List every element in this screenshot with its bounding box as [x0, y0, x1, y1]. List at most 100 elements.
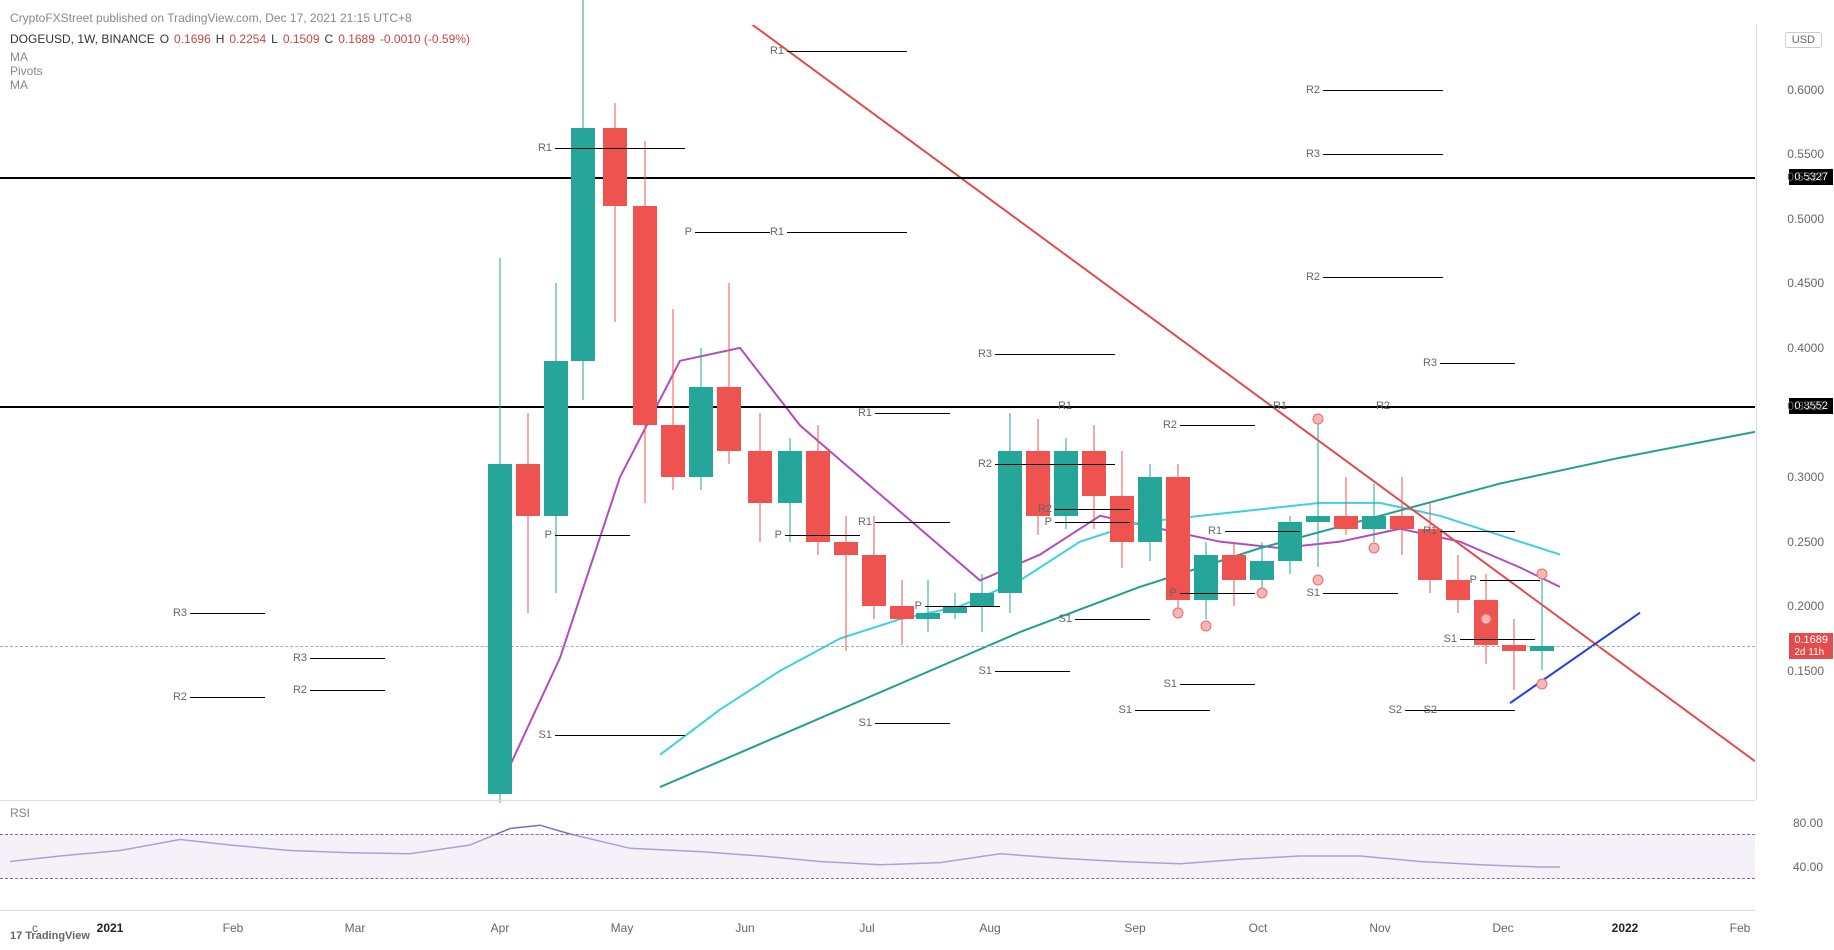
- pivot-line: [787, 51, 907, 52]
- pivot-label: S1: [859, 717, 875, 729]
- pivot-line: [995, 671, 1070, 672]
- pivot-label: R2: [1376, 400, 1393, 412]
- candle[interactable]: [488, 25, 512, 800]
- pivot-label: S1: [1119, 704, 1135, 716]
- price-tick: 0.1500: [1787, 664, 1824, 678]
- candle[interactable]: [806, 25, 830, 800]
- pivot-line: [1393, 406, 1468, 407]
- pivot-label: S1: [1059, 613, 1075, 625]
- pivot-line: [1135, 710, 1210, 711]
- tradingview-logo[interactable]: 17 TradingView: [10, 930, 90, 942]
- candle[interactable]: [1502, 25, 1526, 800]
- signal-dot: [1313, 575, 1324, 586]
- pivot-line: [875, 413, 950, 414]
- candle[interactable]: [1362, 25, 1386, 800]
- pivot-line: [995, 354, 1115, 355]
- pivot-line: [1323, 90, 1443, 91]
- time-tick: May: [611, 921, 634, 935]
- signal-dot: [1257, 588, 1268, 599]
- pivot-line: [995, 464, 1115, 465]
- tv-icon: 17: [10, 930, 22, 942]
- pivot-line: [190, 697, 265, 698]
- time-tick: Jul: [859, 921, 874, 935]
- pivot-label: R1: [770, 45, 787, 57]
- price-tick: 0.6000: [1787, 83, 1824, 97]
- pivot-line: [555, 535, 630, 536]
- time-tick: Mar: [345, 921, 366, 935]
- pivot-label: R2: [978, 458, 995, 470]
- price-tick: 0.4000: [1787, 341, 1824, 355]
- time-tick: Feb: [1730, 921, 1751, 935]
- signal-dot: [1313, 413, 1324, 424]
- pivot-label: P: [685, 226, 695, 238]
- pivot-label: S1: [1307, 587, 1323, 599]
- pivot-line: [1440, 710, 1515, 711]
- candle[interactable]: [778, 25, 802, 800]
- pivot-label: R1: [858, 516, 875, 528]
- pivot-line: [1440, 531, 1515, 532]
- pivot-line: [1460, 639, 1535, 640]
- candle[interactable]: [1082, 25, 1106, 800]
- pivot-line: [1180, 684, 1255, 685]
- candle[interactable]: [1054, 25, 1078, 800]
- pivot-label: R2: [1163, 419, 1180, 431]
- candle[interactable]: [834, 25, 858, 800]
- candle[interactable]: [661, 25, 685, 800]
- pivot-label: P: [1170, 587, 1180, 599]
- candle[interactable]: [1026, 25, 1050, 800]
- pivot-line: [555, 735, 685, 736]
- candle[interactable]: [998, 25, 1022, 800]
- candle[interactable]: [970, 25, 994, 800]
- rsi-panel[interactable]: RSI 40.0080.00: [0, 800, 1755, 910]
- price-scale[interactable]: 0.15000.20000.25000.30000.35520.40000.45…: [1756, 25, 1834, 800]
- pivot-label: S1: [1444, 633, 1460, 645]
- pivot-label: R1: [770, 226, 787, 238]
- pivot-line: [1225, 531, 1300, 532]
- time-axis[interactable]: c2021FebMarAprMayJunJulAugSepOctNovDec20…: [0, 910, 1755, 950]
- pivot-label: R1: [538, 142, 555, 154]
- price-tick: 0.2000: [1787, 599, 1824, 613]
- candle[interactable]: [1474, 25, 1498, 800]
- pivot-line: [1180, 593, 1255, 594]
- time-tick: Oct: [1249, 921, 1268, 935]
- pivot-line: [190, 613, 265, 614]
- candle[interactable]: [1334, 25, 1358, 800]
- candle[interactable]: [748, 25, 772, 800]
- candle[interactable]: [1390, 25, 1414, 800]
- candle[interactable]: [1110, 25, 1134, 800]
- pivot-line: [1055, 509, 1130, 510]
- candle[interactable]: [1446, 25, 1470, 800]
- pivot-label: S2: [1424, 704, 1440, 716]
- price-tick: 0.3552: [1787, 399, 1824, 413]
- time-tick: Apr: [491, 921, 510, 935]
- time-tick: Dec: [1492, 921, 1513, 935]
- pivot-label: R2: [293, 684, 310, 696]
- pivot-line: [875, 522, 950, 523]
- time-tick: Sep: [1124, 921, 1145, 935]
- pivot-line: [310, 658, 385, 659]
- time-tick: Jun: [735, 921, 754, 935]
- pivot-label: S1: [1164, 678, 1180, 690]
- pivot-line: [310, 690, 385, 691]
- signal-dot: [1173, 607, 1184, 618]
- candle[interactable]: [571, 25, 595, 800]
- price-tick: 0.4500: [1787, 276, 1824, 290]
- candle[interactable]: [603, 25, 627, 800]
- candle[interactable]: [1418, 25, 1442, 800]
- pivot-label: R3: [173, 607, 190, 619]
- rsi-tick: 40.00: [1793, 860, 1823, 874]
- attribution-text: CryptoFXStreet published on TradingView.…: [10, 11, 412, 25]
- candle[interactable]: [1138, 25, 1162, 800]
- candle[interactable]: [1278, 25, 1302, 800]
- signal-dot: [1537, 568, 1548, 579]
- candle[interactable]: [633, 25, 657, 800]
- pivot-label: R2: [1306, 84, 1323, 96]
- pivot-label: R1: [1273, 400, 1290, 412]
- candle[interactable]: [516, 25, 540, 800]
- price-chart-area[interactable]: 0.53270.35520.16892d 11hR3R2R2R3R1S1PPR1…: [0, 25, 1755, 800]
- pivot-label: R3: [1306, 148, 1323, 160]
- signal-dot: [1481, 614, 1492, 625]
- candle[interactable]: [717, 25, 741, 800]
- candle[interactable]: [689, 25, 713, 800]
- pivot-line: [1480, 580, 1540, 581]
